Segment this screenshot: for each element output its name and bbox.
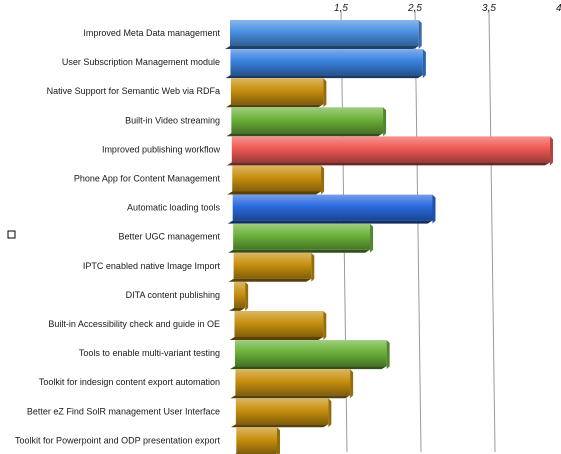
bar-front-face	[231, 107, 384, 134]
category-label: Toolkit for Powerpoint and ODP presentat…	[15, 435, 220, 445]
bar	[227, 194, 436, 224]
bar-end-cap	[277, 427, 280, 454]
bar	[225, 49, 426, 79]
bar-bottom-face	[226, 162, 551, 166]
bar-end-cap	[432, 194, 436, 224]
bar-front-face	[235, 369, 351, 396]
bar-end-cap	[422, 49, 426, 79]
bar-end-cap	[323, 78, 327, 108]
category-label: DITA content publishing	[126, 290, 220, 300]
bar-front-face	[230, 49, 423, 76]
bar-front-face	[230, 20, 419, 46]
category-label: Toolkit for indesign content export auto…	[39, 377, 220, 387]
bar-bottom-face	[227, 220, 433, 224]
bar-bottom-face	[228, 249, 371, 253]
bar	[226, 136, 553, 166]
bar-front-face	[233, 252, 312, 279]
bar-bottom-face	[230, 424, 329, 428]
bar-bottom-face	[229, 307, 246, 311]
category-label: Built-in Accessibility check and guide i…	[48, 319, 220, 329]
x-tick-label: 3,5	[482, 3, 496, 14]
category-label: Tools to enable multi-variant testing	[79, 348, 220, 358]
bar-end-cap	[311, 252, 315, 282]
bar-end-cap	[383, 107, 387, 137]
category-label: User Subscription Management module	[62, 57, 220, 67]
bar	[235, 427, 280, 454]
bar-front-face	[230, 78, 324, 105]
bar-end-cap	[370, 223, 374, 253]
bar-bottom-face	[229, 366, 387, 370]
bar-front-face	[234, 281, 246, 308]
bar	[225, 20, 422, 49]
x-tick-label: 1,5	[334, 3, 348, 14]
category-label: Improved Meta Data management	[83, 28, 220, 38]
bar-bottom-face	[227, 191, 322, 195]
legend-marker	[7, 230, 16, 239]
bar-front-face	[236, 427, 277, 454]
bar-front-face	[234, 311, 324, 337]
x-axis-ticks: 1,5 2,5 3,5 4,5	[334, 3, 561, 14]
bar-bottom-face	[225, 46, 419, 49]
bar-end-cap	[328, 398, 332, 428]
bar-front-face	[232, 165, 322, 192]
category-label: Built-in Video streaming	[125, 115, 220, 125]
bar	[227, 165, 325, 195]
category-label: Automatic loading tools	[127, 203, 221, 213]
bar-end-cap	[386, 340, 390, 370]
bar-front-face	[235, 398, 329, 425]
category-labels: Improved Meta Data management User Subscr…	[15, 28, 220, 445]
bar-bottom-face	[226, 133, 384, 137]
bar	[229, 340, 390, 370]
bar	[230, 398, 332, 428]
bar-bottom-face	[225, 75, 423, 79]
bar-front-face	[234, 340, 387, 367]
gridline	[488, 9, 496, 453]
bar-front-face	[231, 136, 551, 163]
bar	[228, 252, 315, 282]
bar-end-cap	[350, 369, 354, 399]
bar	[226, 107, 387, 137]
bar-bottom-face	[225, 104, 324, 108]
category-label: Better UGC management	[118, 232, 220, 242]
bars	[225, 20, 553, 454]
category-label: Phone App for Content Management	[74, 174, 221, 184]
bar	[230, 369, 354, 399]
bar-end-cap	[550, 136, 553, 166]
bar-front-face	[233, 223, 371, 250]
bar	[229, 281, 249, 311]
x-tick-label: 4,5	[556, 3, 561, 14]
bar	[229, 311, 327, 340]
category-label: Better eZ Find SolR management User Inte…	[27, 406, 220, 416]
gridline	[414, 9, 422, 453]
bar-bottom-face	[230, 395, 351, 399]
category-label: Native Support for Semantic Web via RDFa	[47, 86, 220, 96]
category-label: Improved publishing workflow	[102, 144, 221, 154]
bar-bottom-face	[228, 278, 312, 282]
bar-end-cap	[245, 281, 249, 311]
bar-end-cap	[321, 165, 325, 195]
bar-bottom-face	[229, 337, 324, 340]
category-label: IPTC enabled native Image Import	[83, 261, 221, 271]
bar-front-face	[232, 194, 433, 221]
bar-end-cap	[418, 20, 422, 49]
bar-end-cap	[323, 311, 327, 340]
bar	[225, 78, 327, 108]
bar	[228, 223, 374, 253]
x-tick-label: 2,5	[407, 3, 422, 14]
